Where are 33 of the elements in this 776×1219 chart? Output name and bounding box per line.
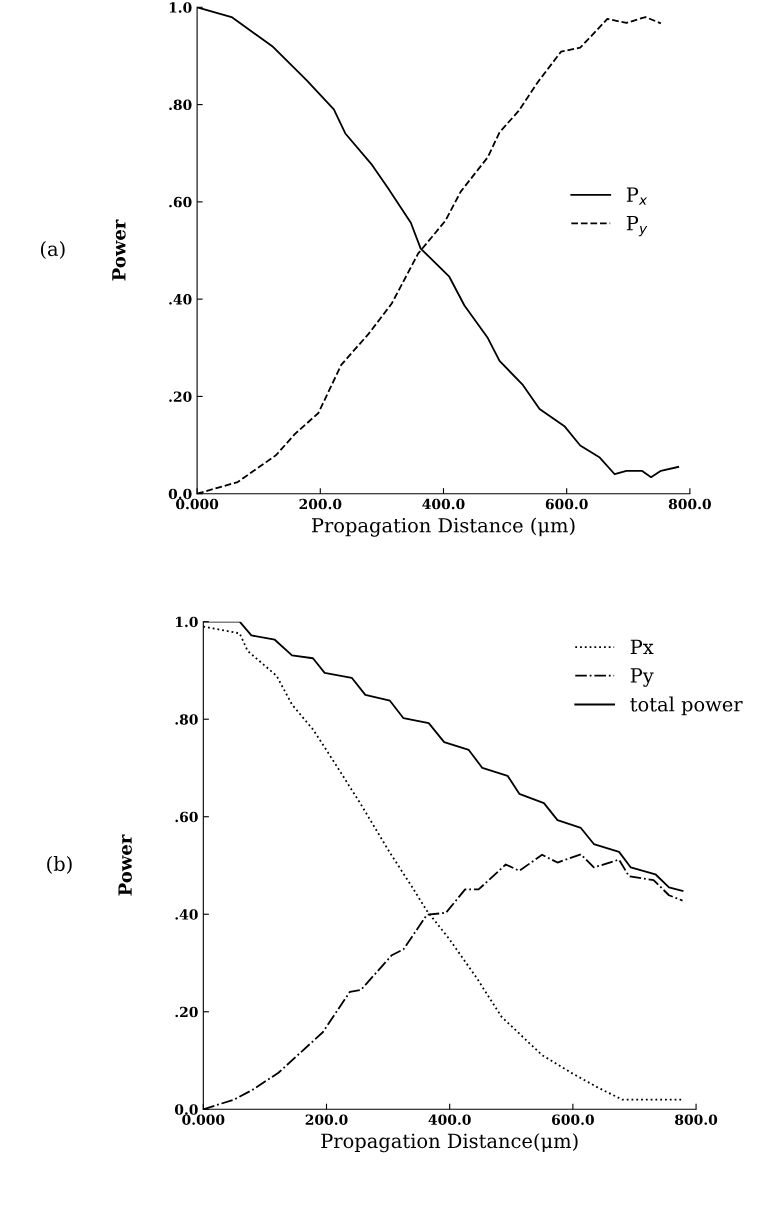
y-tick-label: .20 bbox=[169, 391, 192, 402]
y-axis-title: Power bbox=[112, 219, 126, 281]
y-tick-label: .40 bbox=[175, 909, 198, 920]
y-tick-label: .20 bbox=[175, 1006, 198, 1018]
x-axis-title: Propagation Distance (μm) bbox=[311, 517, 575, 537]
text: (b) bbox=[47, 856, 72, 874]
y-tick-label: 1.0 bbox=[175, 616, 198, 628]
x-tick-label: 800.0 bbox=[675, 1114, 718, 1125]
x-tick-label: 200.0 bbox=[305, 1114, 348, 1125]
legend-label: P$_{x}$ bbox=[626, 187, 648, 205]
x-tick-label: 600.0 bbox=[552, 1114, 594, 1125]
legend-label: Px bbox=[630, 639, 654, 654]
legend-label: total power bbox=[630, 696, 743, 716]
legend-label: Py bbox=[630, 668, 654, 687]
text: (a) bbox=[40, 241, 65, 259]
legend-label: P$_{y}$ bbox=[626, 216, 648, 237]
x-axis-title: Propagation Distance(μm) bbox=[321, 1133, 578, 1153]
x-tick-label: 0.000 bbox=[176, 498, 219, 510]
y-tick-label: 0.0 bbox=[168, 488, 192, 500]
y-tick-label: .60 bbox=[169, 196, 192, 208]
x-tick-label: 400.0 bbox=[422, 498, 465, 510]
y-tick-label: 0.0 bbox=[174, 1104, 198, 1115]
y-axis-title: Power bbox=[118, 834, 132, 896]
y-tick-label: 1.0 bbox=[169, 2, 192, 13]
x-tick-label: 800.0 bbox=[668, 498, 711, 510]
y-tick-label: .60 bbox=[175, 811, 198, 823]
x-tick-label: 0.000 bbox=[182, 1114, 225, 1125]
y-tick-label: .40 bbox=[169, 294, 192, 305]
y-tick-label: .80 bbox=[175, 714, 198, 725]
x-tick-label: 200.0 bbox=[299, 498, 342, 510]
x-tick-label: 400.0 bbox=[428, 1114, 471, 1125]
y-tick-label: .80 bbox=[169, 99, 192, 111]
x-tick-label: 600.0 bbox=[545, 498, 588, 510]
